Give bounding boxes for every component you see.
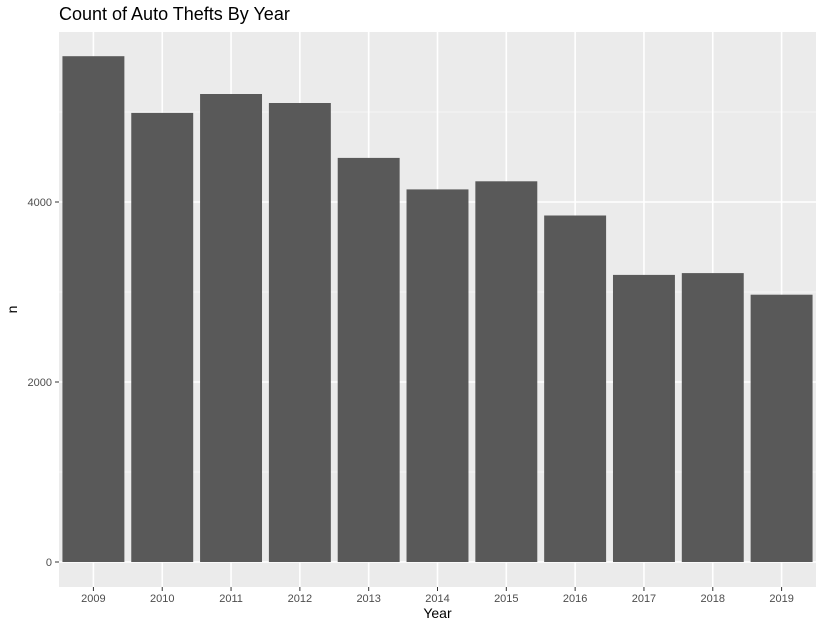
y-tick-label: 4000	[28, 197, 52, 209]
x-tick-label: 2011	[219, 593, 243, 605]
x-tick-label: 2016	[563, 593, 587, 605]
bar-2013	[337, 157, 400, 562]
x-tick-label: 2014	[425, 593, 449, 605]
y-tick-label: 0	[46, 557, 52, 569]
x-tick-label: 2017	[632, 593, 656, 605]
x-axis: 2009 2010 2011 2012 2013 2014 2015 2016 2017 2018…	[81, 587, 794, 605]
bar-2018	[681, 273, 744, 562]
bar-2014	[406, 189, 469, 562]
x-tick-label: 2018	[701, 593, 725, 605]
x-tick-label: 2015	[494, 593, 518, 605]
bar-2019	[750, 294, 813, 562]
y-tick-label: 2000	[28, 377, 52, 389]
bars	[62, 56, 813, 563]
x-tick-label: 2019	[769, 593, 793, 605]
bar-2017	[612, 274, 675, 562]
x-tick-label: 2013	[356, 593, 380, 605]
bar-2010	[131, 112, 194, 563]
x-tick-label: 2012	[288, 593, 312, 605]
bar-2011	[200, 94, 263, 562]
chart-title: Count of Auto Thefts By Year	[59, 4, 290, 24]
y-axis: 0 2000 4000	[28, 197, 59, 569]
bar-2016	[544, 215, 607, 562]
bar-2012	[268, 103, 331, 562]
bar-2009	[62, 56, 125, 562]
y-axis-label: n	[4, 306, 20, 314]
x-tick-label: 2010	[150, 593, 174, 605]
bar-2015	[475, 181, 538, 563]
x-tick-label: 2009	[81, 593, 105, 605]
x-axis-label: Year	[423, 605, 452, 621]
